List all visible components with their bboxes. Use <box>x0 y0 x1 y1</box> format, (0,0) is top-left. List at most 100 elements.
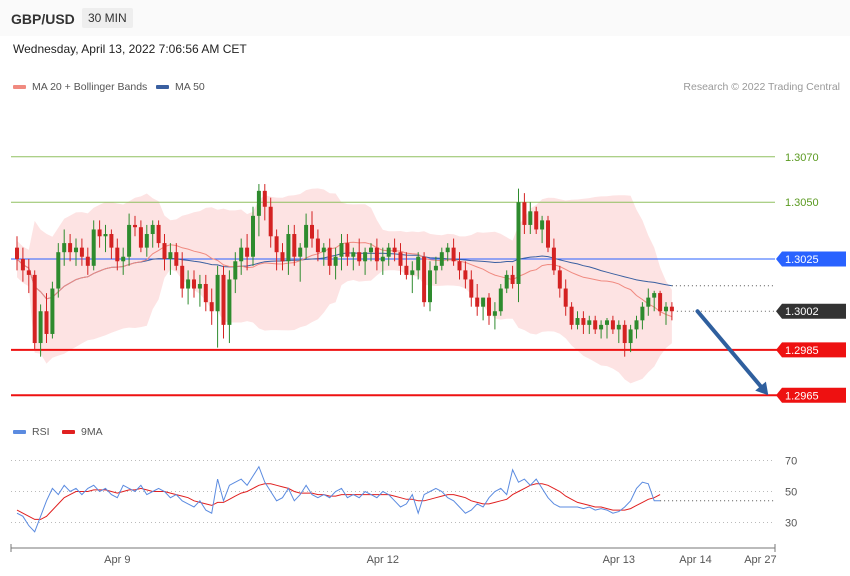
candle-body-71 <box>433 265 438 271</box>
candle-body-32 <box>203 283 208 303</box>
candle-body-64 <box>392 247 397 253</box>
candle-body-33 <box>209 302 214 312</box>
timestamp: Wednesday, April 13, 2022 7:06:56 AM CET <box>13 42 247 56</box>
legend-rsi-ma-label: 9MA <box>81 426 103 438</box>
candle-body-70 <box>428 270 432 303</box>
candle-body-102 <box>616 324 621 330</box>
candle-body-0 <box>15 247 19 259</box>
candle-body-35 <box>221 274 226 325</box>
candle-body-38 <box>239 247 244 262</box>
candle-body-87 <box>528 211 533 225</box>
candle-body-55 <box>339 243 344 257</box>
candles-layer <box>15 184 674 357</box>
x-axis: Apr 9 Apr 12 Apr 13 Apr 14 Apr 27 <box>10 544 777 566</box>
candle-body-14 <box>97 229 102 237</box>
level-label-2: 1.3025 <box>785 254 819 266</box>
instrument-title: GBP/USD <box>11 11 75 27</box>
candle-body-1 <box>20 259 25 271</box>
forecast-arrow-layer <box>695 309 769 396</box>
candle-body-79 <box>481 297 486 307</box>
candle-body-17 <box>115 247 120 262</box>
candle-body-45 <box>280 252 285 262</box>
candle-body-48 <box>298 247 303 257</box>
candle-body-107 <box>646 297 651 307</box>
candle-body-8 <box>62 243 67 253</box>
level-tag-2 <box>776 251 846 267</box>
candle-body-29 <box>186 279 191 289</box>
candle-body-73 <box>445 247 450 253</box>
candle-body-4 <box>38 311 43 344</box>
rsi-tick-2: 30 <box>785 518 797 530</box>
candle-body-25 <box>162 243 167 259</box>
level-tag-3 <box>776 303 846 319</box>
x-tick-label-2: Apr 13 <box>603 554 635 566</box>
candle-body-19 <box>127 224 132 257</box>
candle-body-75 <box>457 261 462 271</box>
candle-body-96 <box>581 318 586 325</box>
legend-ma20: MA 20 + Bollinger Bands <box>13 81 147 93</box>
candle-body-104 <box>628 329 633 344</box>
candle-body-90 <box>546 220 550 248</box>
candle-body-82 <box>498 288 503 312</box>
ma20-line <box>16 241 673 318</box>
x-tick-label-3: Apr 14 <box>679 554 711 566</box>
candle-body-78 <box>475 297 480 307</box>
candle-body-88 <box>534 211 539 230</box>
candle-body-18 <box>121 256 126 262</box>
candle-body-58 <box>357 252 362 262</box>
candle-body-85 <box>516 202 521 284</box>
candle-body-74 <box>451 247 456 262</box>
candle-body-62 <box>380 256 385 262</box>
moving-average-layer <box>16 241 775 318</box>
candle-body-86 <box>522 202 527 225</box>
candle-body-43 <box>268 206 273 237</box>
candle-body-89 <box>540 220 545 230</box>
candle-body-52 <box>321 247 326 253</box>
candle-body-37 <box>233 261 238 280</box>
candle-body-40 <box>251 215 255 257</box>
candle-body-101 <box>610 320 615 330</box>
candle-body-23 <box>150 224 155 235</box>
legend-ma50-label: MA 50 <box>175 81 205 93</box>
copyright-note: Research © 2022 Trading Central <box>683 81 840 93</box>
timeframe-badge[interactable]: 30 MIN <box>82 8 133 28</box>
candle-body-84 <box>510 274 515 284</box>
legend-ma20-label: MA 20 + Bollinger Bands <box>32 81 148 93</box>
level-lines-layer <box>11 156 778 397</box>
candle-body-108 <box>652 293 657 298</box>
candle-body-103 <box>622 324 627 344</box>
level-label-0: 1.3070 <box>785 152 819 164</box>
candle-body-59 <box>363 252 368 262</box>
legend-rsi-ma-swatch <box>62 430 75 434</box>
candle-body-24 <box>156 224 161 244</box>
candle-body-31 <box>197 283 202 289</box>
legend-rsi-swatch <box>13 430 26 434</box>
candle-body-27 <box>174 252 179 266</box>
candle-body-63 <box>386 247 391 257</box>
candle-body-97 <box>587 320 592 325</box>
bollinger-band <box>17 188 672 384</box>
candle-body-39 <box>245 247 250 257</box>
legend-ma50-swatch <box>156 85 169 89</box>
candle-body-65 <box>398 252 403 266</box>
candle-body-100 <box>605 320 609 325</box>
candle-body-92 <box>557 270 562 289</box>
candle-body-36 <box>227 279 232 325</box>
level-label-3: 1.3002 <box>785 306 819 318</box>
candle-body-67 <box>410 270 415 275</box>
candle-body-111 <box>669 306 674 312</box>
candle-body-76 <box>463 270 468 280</box>
legend-ma20-swatch <box>13 85 26 89</box>
candle-body-21 <box>138 227 143 248</box>
rsi-tick-0: 70 <box>785 456 797 468</box>
chart-header: GBP/USD 30 MIN <box>0 0 850 36</box>
candle-body-12 <box>85 256 90 266</box>
bollinger-band-layer <box>17 188 672 384</box>
candle-body-42 <box>262 190 267 207</box>
candle-body-47 <box>292 234 297 257</box>
candle-body-99 <box>599 324 604 330</box>
candle-body-93 <box>563 288 568 307</box>
legend-rsi-label: RSI <box>32 426 50 438</box>
